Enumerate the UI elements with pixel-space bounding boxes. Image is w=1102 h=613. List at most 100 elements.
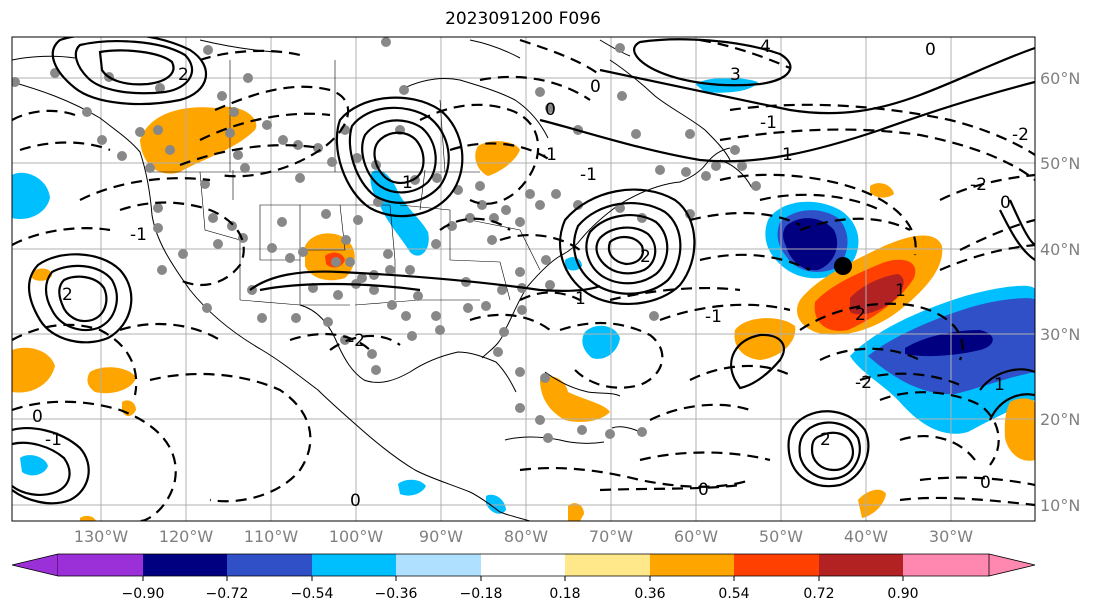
lon-label: 80°W xyxy=(504,527,548,546)
lon-label: 30°W xyxy=(929,527,973,546)
shade-blue-centralamerica xyxy=(486,494,506,514)
map-border xyxy=(11,36,1036,522)
contour-label: 0 xyxy=(925,40,936,60)
lon-label: 50°W xyxy=(759,527,803,546)
shade-navy-atlantic-low xyxy=(783,218,838,271)
lon-label: 90°W xyxy=(419,527,463,546)
colorbar-segment xyxy=(227,554,312,576)
shade-orange-pacific-west xyxy=(12,347,55,393)
colorbar-extend-right xyxy=(988,553,1036,577)
shade-darkred-atlantic-high xyxy=(850,274,904,315)
lon-label: 130°W xyxy=(74,527,129,546)
contour-label: 0 xyxy=(32,407,43,427)
lon-label: 110°W xyxy=(244,527,299,546)
contour-lines xyxy=(12,37,1035,521)
contour-label: 1 xyxy=(402,173,413,193)
lon-label: 100°W xyxy=(329,527,384,546)
colorbar-tick: 0.90 xyxy=(887,586,918,602)
colorbar-tick: −0.54 xyxy=(291,586,334,602)
shade-orange-pacific-mid xyxy=(87,367,136,394)
contour-label: 2 xyxy=(178,65,189,85)
lat-label: 10°N xyxy=(1040,496,1080,515)
colorbar-tick: 0.36 xyxy=(634,586,665,602)
shade-blue-pacific-north xyxy=(12,172,50,220)
storm-center-marker xyxy=(834,257,852,275)
shade-orange-atlantic-mid xyxy=(734,318,796,360)
colorbar-segment xyxy=(396,554,481,576)
lon-label: 60°W xyxy=(674,527,718,546)
contour-label: 2 xyxy=(640,247,651,267)
contour-label: -1 xyxy=(760,113,777,133)
colorbar-segment xyxy=(734,554,819,576)
colorbar-tick: 0.54 xyxy=(718,586,749,602)
contour-label: 0 xyxy=(590,77,601,97)
lat-label: 30°N xyxy=(1040,325,1080,344)
shade-orange-east-edge xyxy=(1004,398,1035,461)
colorbar-segment xyxy=(903,554,989,576)
contour-labels: -2 -1 0 1 2 3 4 -2 -1 0 1 2 0 -1 1 2 0 -… xyxy=(32,37,1029,511)
contour-label: -2 xyxy=(855,373,872,393)
contour-label: 0 xyxy=(980,473,991,493)
contour-label: -2 xyxy=(1012,125,1029,145)
contour-label: 0 xyxy=(350,491,361,511)
contour-label: 1 xyxy=(895,281,906,301)
shade-orange-sw-corner xyxy=(80,515,96,521)
colorbar-tick: 0.72 xyxy=(803,586,834,602)
colorbar-segment xyxy=(650,554,734,576)
contour-label: 1 xyxy=(994,375,1005,395)
shade-navy-atlantic-east xyxy=(905,330,993,357)
anomaly-shading xyxy=(12,77,1035,521)
dashed-contours xyxy=(12,38,1035,521)
shade-blue-pacific-south xyxy=(20,455,48,476)
shade-orange-caribbean xyxy=(540,376,610,422)
lat-label: 60°N xyxy=(1040,69,1080,88)
lat-label: 40°N xyxy=(1040,240,1080,259)
contour-label: 4 xyxy=(760,37,771,57)
contour-label: -2 xyxy=(348,331,365,351)
contour-label: 1 xyxy=(782,145,793,165)
solid-contours xyxy=(12,37,1035,505)
colorbar-segment xyxy=(58,554,143,576)
colorbar-segment xyxy=(819,554,903,576)
colorbar-segment xyxy=(312,554,396,576)
colorbar-tick: −0.72 xyxy=(206,586,249,602)
contour-label: 0 xyxy=(698,480,709,500)
colorbar-segment xyxy=(143,554,227,576)
shade-orange-pacific-small xyxy=(32,268,52,281)
lon-label: 120°W xyxy=(159,527,214,546)
colorbar: −0.90 −0.72 −0.54 −0.36 −0.18 0.18 0.36 … xyxy=(11,553,1036,602)
contour-label: 3 xyxy=(730,65,741,85)
colorbar-tick: −0.90 xyxy=(122,586,165,602)
colorbar-tick: 0.18 xyxy=(549,586,580,602)
contour-label: -1 xyxy=(540,145,557,165)
contour-label: 2 xyxy=(855,305,866,325)
shade-blue-gulf-pacific xyxy=(398,479,426,496)
shade-orange-greatlakes xyxy=(475,141,520,176)
contour-label: 0 xyxy=(545,100,556,120)
contour-label: 2 xyxy=(820,430,831,450)
colorbar-tick: −0.36 xyxy=(375,586,418,602)
shade-orange-small-ne xyxy=(870,183,894,198)
shade-blue-dakota xyxy=(370,170,429,256)
colorbar-extend-left xyxy=(11,553,59,577)
map-title: 2023091200 F096 xyxy=(445,9,601,29)
shade-orange-southeast xyxy=(858,489,886,518)
lon-label: 70°W xyxy=(589,527,633,546)
colorbar-tick: −0.18 xyxy=(460,586,503,602)
lat-label: 20°N xyxy=(1040,410,1080,429)
contour-label: -1 xyxy=(705,307,722,327)
shade-orange-pnw xyxy=(140,106,257,174)
contour-label: -1 xyxy=(45,430,62,450)
contour-label: -2 xyxy=(970,175,987,195)
contour-label: -1 xyxy=(130,225,147,245)
longitude-labels: 130°W 120°W 110°W 100°W 90°W 80°W 70°W 6… xyxy=(74,527,973,546)
shade-orange-south xyxy=(568,503,584,521)
contour-label: 1 xyxy=(575,289,586,309)
lat-label: 50°N xyxy=(1040,154,1080,173)
contour-label: 0 xyxy=(1000,193,1011,213)
lon-label: 40°W xyxy=(844,527,888,546)
contour-label: 2 xyxy=(62,285,73,305)
contour-label: -1 xyxy=(580,165,597,185)
latitude-labels: 60°N 50°N 40°N 30°N 20°N 10°N xyxy=(1040,69,1080,515)
